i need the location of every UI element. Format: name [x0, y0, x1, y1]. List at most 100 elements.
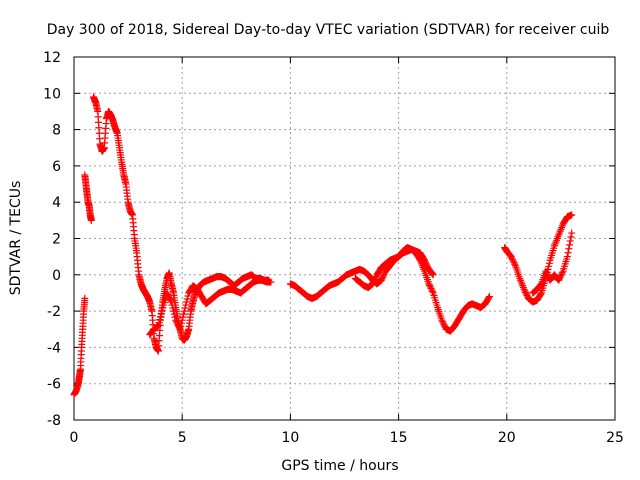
data-point-marker — [568, 211, 576, 219]
y-axis-ticks: -8 -6 -4 -2 0 2 4 6 8 10 12 — [43, 50, 615, 429]
data-point-marker — [180, 307, 188, 315]
y-tick-label: -8 — [47, 413, 61, 429]
y-tick-label: 2 — [52, 232, 61, 248]
data-point-marker — [157, 313, 165, 321]
x-tick-label: 25 — [606, 430, 624, 446]
y-tick-label: 4 — [52, 195, 61, 211]
data-point-marker — [370, 277, 378, 285]
x-tick-label: 5 — [178, 430, 187, 446]
data-point-marker — [556, 273, 564, 281]
data-point-marker — [168, 301, 176, 309]
data-point-marker — [171, 313, 179, 321]
data-point-marker — [557, 272, 565, 280]
data-point-marker — [164, 292, 172, 300]
data-point-marker — [563, 253, 571, 261]
data-point-marker — [372, 274, 380, 282]
chart-title: Day 300 of 2018, Sidereal Day-to-day VTE… — [47, 22, 610, 38]
data-point-marker — [369, 278, 377, 286]
data-point-marker — [181, 304, 189, 312]
data-point-marker — [183, 298, 191, 306]
data-point-marker — [542, 267, 550, 275]
data-point-marker — [175, 324, 183, 332]
data-point-marker — [567, 233, 575, 241]
y-axis-label: SDTVAR / TECUs — [8, 181, 24, 296]
data-point-marker — [440, 321, 448, 329]
x-tick-label: 20 — [498, 430, 516, 446]
data-point-marker — [537, 290, 545, 298]
data-point-marker — [167, 298, 175, 306]
y-tick-label: -4 — [47, 340, 61, 356]
data-point-marker — [510, 259, 518, 267]
data-point-marker — [429, 287, 437, 295]
series-seg-early-b — [81, 171, 95, 224]
data-point-marker — [378, 275, 386, 283]
y-tick-label: 8 — [52, 123, 61, 139]
series-seg-main — [89, 93, 273, 355]
data-point-marker — [379, 272, 387, 280]
grid-lines — [74, 57, 615, 420]
data-point-marker — [167, 297, 175, 305]
data-point-marker — [87, 216, 95, 224]
data-point-marker — [565, 245, 573, 253]
data-point-marker — [177, 322, 185, 330]
series-seg-late-b — [529, 229, 576, 297]
data-point-marker — [267, 278, 275, 286]
data-point-marker — [158, 306, 166, 314]
y-tick-label: 12 — [43, 50, 61, 66]
data-point-marker — [558, 270, 566, 278]
data-point-marker — [169, 304, 177, 312]
series-seg-mid-b — [351, 245, 437, 292]
data-point-marker — [154, 322, 162, 330]
data-point-marker — [511, 260, 519, 268]
data-point-marker — [542, 269, 550, 277]
data-point-marker — [429, 270, 437, 278]
data-point-marker — [172, 318, 180, 326]
data-point-marker — [426, 281, 434, 289]
data-point-marker — [509, 257, 517, 265]
data-point-marker — [170, 307, 178, 315]
data-point-marker — [523, 291, 531, 299]
data-point-marker — [485, 293, 493, 301]
data-point-marker — [164, 290, 172, 298]
data-point-marker — [184, 292, 192, 300]
data-point-marker — [371, 275, 379, 283]
data-point-marker — [369, 280, 377, 288]
data-point-marker — [537, 281, 545, 289]
data-point-marker — [522, 288, 530, 296]
data-point-marker — [564, 249, 572, 257]
data-point-marker — [555, 276, 563, 284]
data-point-marker — [422, 259, 430, 267]
series-seg-early-a — [70, 294, 89, 399]
data-point-marker — [183, 295, 191, 303]
data-point-marker — [170, 310, 178, 318]
data-point-marker — [180, 310, 188, 318]
data-point-marker — [522, 290, 530, 298]
data-point-marker — [521, 287, 529, 295]
data-point-marker — [439, 319, 447, 327]
data-point-marker — [507, 253, 515, 261]
x-tick-label: 10 — [281, 430, 299, 446]
data-point-marker — [428, 286, 436, 294]
y-tick-label: 6 — [52, 159, 61, 175]
data-point-marker — [568, 229, 576, 237]
data-point-marker — [166, 295, 174, 303]
data-point-marker — [156, 316, 164, 324]
data-point-marker — [165, 293, 173, 301]
x-axis-label: GPS time / hours — [281, 458, 398, 474]
series-seg-main-b — [146, 276, 275, 339]
data-point-marker — [543, 270, 551, 278]
data-point-marker — [520, 285, 528, 293]
data-point-marker — [423, 261, 431, 269]
data-point-marker — [566, 237, 574, 245]
data-point-marker — [155, 319, 163, 327]
data-markers — [70, 93, 576, 399]
data-point-marker — [429, 271, 437, 279]
data-point-marker — [182, 301, 190, 309]
data-point-marker — [423, 262, 431, 270]
data-point-marker — [172, 316, 180, 324]
x-axis-ticks: 0 5 10 15 20 25 — [70, 57, 624, 446]
data-point-marker — [379, 273, 387, 281]
data-point-marker — [485, 294, 493, 302]
data-point-marker — [179, 313, 187, 321]
